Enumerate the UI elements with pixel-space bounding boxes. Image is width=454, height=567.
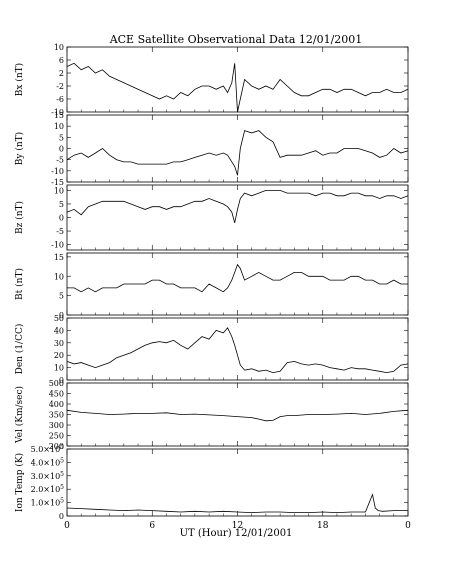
y-axis-label: Bt (nT) (14, 268, 25, 300)
y-tick-label: 10 (54, 122, 64, 131)
y-tick-label: 500 (49, 379, 64, 388)
x-tick-label: 12 (232, 521, 243, 531)
y-tick-label: -10 (51, 108, 64, 117)
plot-frame (66, 448, 409, 517)
y-tick-label: 15 (54, 111, 64, 120)
y-tick-label: 2 (59, 69, 64, 78)
y-tick-label: 15 (54, 253, 64, 262)
y-tick-label: 5 (59, 200, 64, 209)
y-tick-label: 10 (54, 43, 64, 52)
panel: 50 40 30 20 10 0 Den (1/CC) (14, 314, 409, 385)
y-tick-label: -5 (56, 156, 64, 165)
y-tick-label: 300 (49, 421, 64, 430)
y-tick-label: 10 (54, 272, 64, 281)
series-line (66, 130, 409, 176)
y-axis-label: Den (1/CC) (14, 324, 25, 375)
y-tick-label: 10 (54, 186, 64, 195)
y-tick-label: 250 (49, 432, 64, 441)
y-tick-label: 0 (59, 512, 64, 521)
y-tick-label: 2.0×105 (31, 484, 65, 494)
y-tick-label: 3.0×105 (31, 471, 65, 481)
y-tick-label: -2 (56, 82, 64, 91)
y-tick-label: 5.0×105 (31, 444, 65, 454)
plot-frame (66, 46, 409, 113)
series-line (66, 62, 409, 113)
y-axis-label: Bz (nT) (14, 201, 25, 234)
series-line (66, 493, 408, 514)
y-tick-label: 50 (54, 314, 64, 323)
y-tick-label: 4.0×105 (31, 457, 65, 467)
y-tick-label: -10 (51, 241, 64, 250)
y-tick-label: 1.0×105 (31, 498, 65, 508)
panel: 15 10 5 0 -5 -10 -15 By (nT) (14, 111, 409, 187)
y-tick-label: 20 (54, 351, 64, 360)
y-tick-label: 10 (54, 364, 64, 373)
plot-frame (66, 252, 409, 316)
x-tick-label: 0 (405, 521, 411, 531)
y-tick-label: -15 (51, 178, 64, 187)
series-line (66, 189, 409, 224)
y-axis-label: Vel (Km/sec) (14, 386, 25, 444)
figure-title: ACE Satellite Observational Data 12/01/2… (109, 33, 363, 46)
y-tick-label: 350 (49, 411, 64, 420)
y-tick-label: -6 (56, 95, 64, 104)
series-line (67, 263, 408, 293)
y-axis-label: Ion Temp (K) (14, 453, 25, 512)
series-line (66, 327, 409, 374)
x-axis-label: UT (Hour) 12/01/2001 (180, 528, 293, 539)
y-tick-label: 5 (59, 133, 64, 142)
y-tick-label: 0 (59, 376, 64, 385)
y-tick-label: 0 (59, 145, 64, 154)
x-tick-label: 6 (149, 521, 155, 531)
y-tick-label: 5 (59, 292, 64, 301)
y-tick-label: 6 (59, 56, 64, 65)
y-tick-label: 30 (54, 339, 64, 348)
y-axis-label: By (nT) (14, 132, 25, 165)
y-tick-label: 40 (54, 326, 64, 335)
y-tick-label: 0 (59, 214, 64, 223)
y-tick-label: -5 (56, 227, 64, 236)
plot-frame (66, 184, 409, 251)
y-tick-label: 450 (49, 390, 64, 399)
plot-frame (66, 317, 409, 381)
y-tick-label: 200 (49, 442, 64, 451)
y-axis-label: Bx (nT) (14, 63, 25, 96)
series-line (66, 409, 409, 422)
panel: 10 6 2 -2 -6 -10 Bx (nT) (14, 43, 409, 117)
panel: 10 5 0 -5 -10 Bz (nT) (14, 184, 409, 251)
x-tick-label: 18 (317, 521, 329, 531)
y-tick-label: -10 (51, 167, 64, 176)
y-tick-label: 0 (59, 311, 64, 320)
y-tick-label: 400 (49, 400, 64, 409)
x-tick-label: 0 (64, 521, 70, 531)
